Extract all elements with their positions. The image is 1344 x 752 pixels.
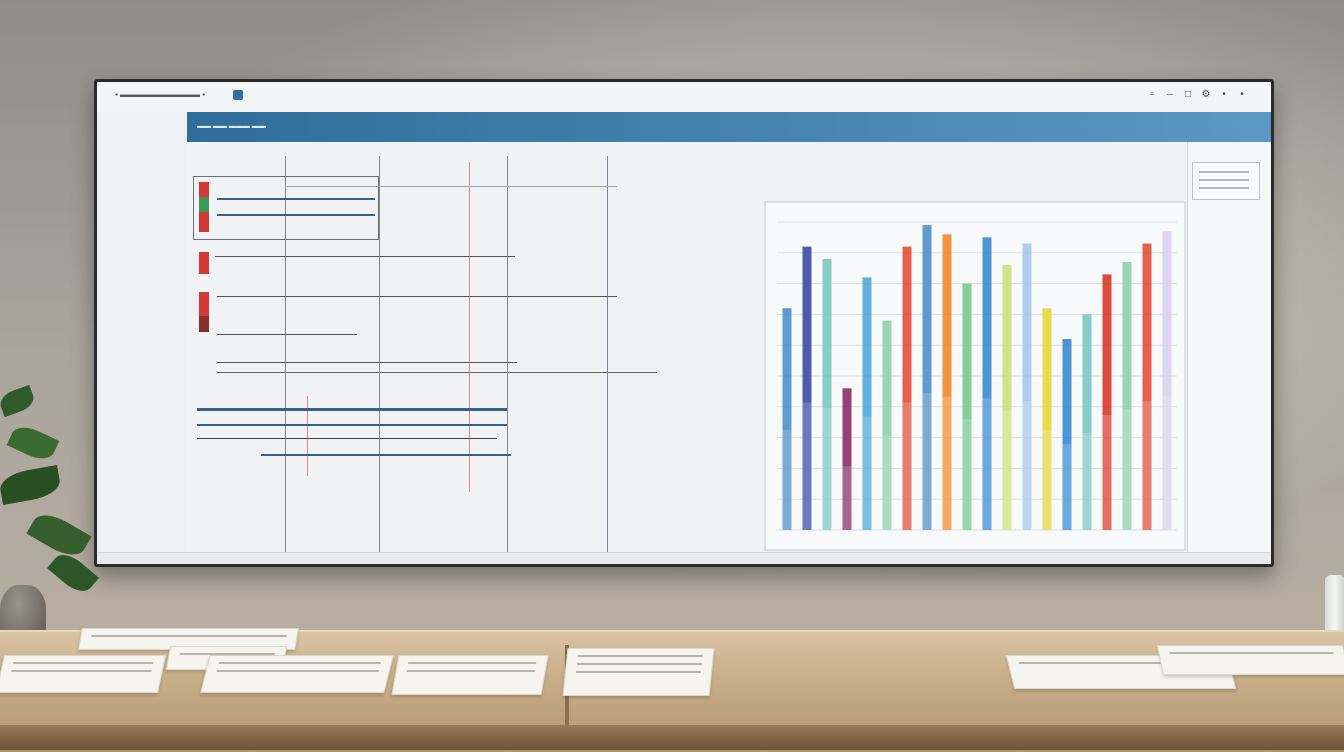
grid-line bbox=[379, 156, 380, 556]
desk-seam bbox=[565, 645, 569, 750]
chart-bar-6[interactable] bbox=[882, 320, 892, 530]
paper-sheet bbox=[391, 655, 549, 695]
chart-bar-highlight bbox=[882, 435, 892, 530]
chart-bar-5[interactable] bbox=[862, 277, 872, 530]
paper-sheet bbox=[562, 648, 715, 696]
chart-bar-highlight bbox=[1062, 444, 1072, 530]
minimize-icon[interactable]: – bbox=[1167, 89, 1173, 100]
close-icon[interactable]: • bbox=[1240, 89, 1244, 100]
task-chip bbox=[199, 252, 209, 274]
task-bar[interactable] bbox=[217, 198, 375, 200]
chart-bar-highlight bbox=[902, 402, 912, 530]
task-bar[interactable] bbox=[287, 186, 617, 187]
chart-bar-highlight bbox=[782, 430, 792, 530]
chart-bar-2[interactable] bbox=[802, 246, 812, 530]
chart-bar-8[interactable] bbox=[922, 225, 932, 530]
chart-bar-13[interactable] bbox=[1022, 243, 1032, 530]
gantt-panel bbox=[187, 156, 747, 564]
chart-bar-17[interactable] bbox=[1102, 274, 1112, 530]
bar-chart bbox=[764, 201, 1186, 551]
chart-bar-highlight bbox=[1142, 401, 1152, 530]
right-panel bbox=[1187, 142, 1271, 564]
chart-panel bbox=[747, 142, 1247, 564]
task-bar[interactable] bbox=[197, 408, 507, 411]
monitor: ▪ ▬▬▬▬▬▬▬▬▬▬ ▪ ▫ – □ ⚙ • • ▬▬ ▬▬ ▬▬▬ ▬▬ bbox=[94, 79, 1274, 567]
chart-bar-highlight bbox=[802, 402, 812, 530]
window-icon[interactable]: ▫ bbox=[1150, 89, 1154, 100]
chart-bar-1[interactable] bbox=[782, 308, 792, 530]
header-tabs[interactable]: ▬▬ ▬▬ ▬▬▬ ▬▬ bbox=[197, 123, 266, 130]
main-content bbox=[187, 142, 1271, 564]
grid-line bbox=[285, 156, 286, 556]
settings-icon[interactable]: ⚙ bbox=[1201, 89, 1211, 100]
chart-bar-highlight bbox=[842, 466, 852, 530]
chart-bar-16[interactable] bbox=[1082, 314, 1092, 530]
task-chip bbox=[199, 182, 209, 232]
title-bar-text: ▪ ▬▬▬▬▬▬▬▬▬▬ ▪ bbox=[115, 90, 206, 99]
screen: ▪ ▬▬▬▬▬▬▬▬▬▬ ▪ ▫ – □ ⚙ • • ▬▬ ▬▬ ▬▬▬ ▬▬ bbox=[97, 82, 1271, 564]
task-group[interactable] bbox=[193, 176, 379, 240]
paper-sheet bbox=[200, 655, 394, 693]
title-bar: ▪ ▬▬▬▬▬▬▬▬▬▬ ▪ ▫ – □ ⚙ • • bbox=[97, 82, 1271, 113]
chart-bar-9[interactable] bbox=[942, 234, 952, 530]
task-bar[interactable] bbox=[217, 372, 657, 373]
chart-bar-highlight bbox=[1002, 410, 1012, 530]
desk-edge bbox=[0, 725, 1344, 750]
help-icon[interactable]: • bbox=[1222, 89, 1226, 100]
grid-line bbox=[507, 156, 508, 556]
chart-bar-highlight bbox=[922, 392, 932, 530]
chart-bar-20[interactable] bbox=[1162, 231, 1172, 530]
chart-bar-highlight bbox=[962, 419, 972, 530]
right-panel-box[interactable] bbox=[1192, 162, 1260, 200]
task-bar[interactable] bbox=[261, 454, 511, 456]
chart-bar-14[interactable] bbox=[1042, 308, 1052, 530]
content-header: ▬▬ ▬▬ ▬▬▬ ▬▬ bbox=[187, 112, 1271, 142]
paper-sheet bbox=[1156, 645, 1344, 675]
chart-bar-15[interactable] bbox=[1062, 339, 1072, 530]
chart-bar-4[interactable] bbox=[842, 388, 852, 530]
chart-bar-highlight bbox=[1042, 430, 1052, 530]
task-bar[interactable] bbox=[217, 296, 617, 297]
right-panel-line bbox=[1199, 171, 1249, 173]
right-panel-line bbox=[1199, 187, 1249, 189]
chart-bar-highlight bbox=[1122, 409, 1132, 530]
chart-bar-highlight bbox=[1022, 401, 1032, 530]
task-bar[interactable] bbox=[217, 362, 517, 363]
chart-bar-highlight bbox=[1082, 432, 1092, 530]
maximize-icon[interactable]: □ bbox=[1184, 89, 1192, 100]
chart-bar-highlight bbox=[1102, 414, 1112, 530]
chart-bar-highlight bbox=[982, 398, 992, 530]
app-icon[interactable] bbox=[233, 90, 243, 100]
marker-line bbox=[307, 396, 308, 476]
chart-bar-3[interactable] bbox=[822, 258, 832, 530]
grid-line bbox=[607, 156, 608, 556]
task-bar[interactable] bbox=[215, 256, 515, 257]
task-chip bbox=[199, 292, 209, 332]
chart-bar-highlight bbox=[822, 408, 832, 530]
task-bar[interactable] bbox=[197, 438, 497, 439]
chart-bar-highlight bbox=[862, 416, 872, 530]
task-bar[interactable] bbox=[217, 214, 375, 216]
chart-bar-11[interactable] bbox=[982, 237, 992, 530]
chart-bar-highlight bbox=[1162, 395, 1172, 530]
vase bbox=[1325, 575, 1344, 645]
task-bar[interactable] bbox=[197, 424, 507, 426]
task-bar[interactable] bbox=[217, 334, 357, 335]
chart-bar-10[interactable] bbox=[962, 283, 972, 530]
chart-bar-highlight bbox=[942, 396, 952, 530]
chart-bar-12[interactable] bbox=[1002, 265, 1012, 530]
sidebar bbox=[97, 112, 188, 564]
chart-bar-18[interactable] bbox=[1122, 262, 1132, 530]
status-bar bbox=[97, 552, 1271, 564]
chart-bar-19[interactable] bbox=[1142, 243, 1152, 530]
right-panel-line bbox=[1199, 179, 1249, 181]
paper-sheet bbox=[0, 655, 167, 693]
chart-bar-7[interactable] bbox=[902, 246, 912, 530]
marker-line bbox=[469, 162, 470, 492]
